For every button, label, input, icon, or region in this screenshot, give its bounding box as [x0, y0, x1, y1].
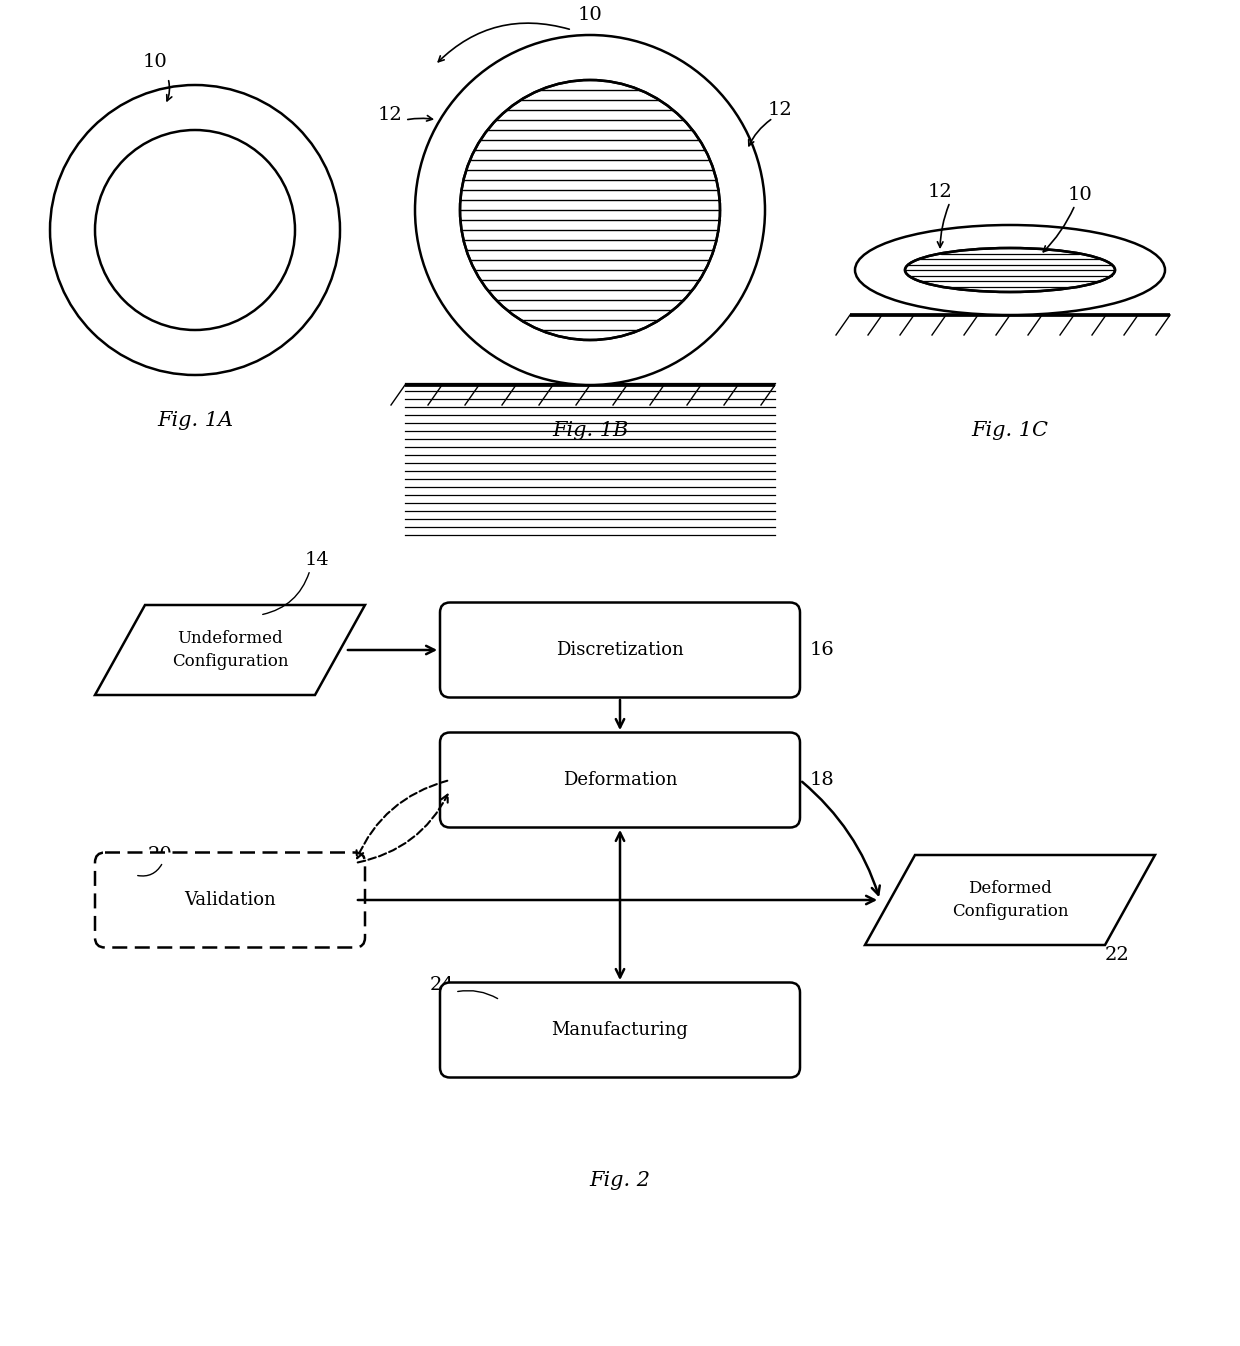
- Text: Fig. 1B: Fig. 1B: [552, 420, 629, 440]
- Polygon shape: [866, 855, 1154, 945]
- Text: 18: 18: [810, 771, 835, 789]
- Text: 12: 12: [928, 183, 952, 201]
- Text: 10: 10: [143, 52, 167, 71]
- Text: Discretization: Discretization: [556, 641, 684, 660]
- Text: 20: 20: [148, 847, 172, 864]
- Ellipse shape: [856, 225, 1166, 315]
- Ellipse shape: [415, 35, 765, 385]
- Ellipse shape: [50, 85, 340, 376]
- Text: Fig. 1C: Fig. 1C: [971, 420, 1049, 440]
- Text: 10: 10: [578, 5, 603, 24]
- Text: Undeformed
Configuration: Undeformed Configuration: [172, 630, 288, 669]
- Polygon shape: [95, 604, 365, 695]
- Text: Validation: Validation: [184, 891, 275, 909]
- FancyBboxPatch shape: [440, 732, 800, 828]
- Text: Fig. 2: Fig. 2: [589, 1171, 651, 1190]
- FancyBboxPatch shape: [440, 603, 800, 697]
- FancyBboxPatch shape: [440, 983, 800, 1078]
- Ellipse shape: [460, 79, 720, 341]
- Text: Deformed
Configuration: Deformed Configuration: [952, 880, 1068, 919]
- Text: Deformation: Deformation: [563, 771, 677, 789]
- Text: Manufacturing: Manufacturing: [552, 1022, 688, 1039]
- Text: 10: 10: [1068, 186, 1092, 205]
- FancyBboxPatch shape: [95, 852, 365, 948]
- Text: 12: 12: [768, 101, 792, 118]
- Ellipse shape: [905, 248, 1115, 292]
- Text: 14: 14: [305, 551, 330, 569]
- Text: 22: 22: [1105, 946, 1130, 964]
- Text: 24: 24: [430, 976, 455, 993]
- Text: Fig. 1A: Fig. 1A: [157, 411, 233, 429]
- Text: 12: 12: [378, 106, 402, 124]
- Text: 16: 16: [810, 641, 835, 660]
- Ellipse shape: [95, 131, 295, 330]
